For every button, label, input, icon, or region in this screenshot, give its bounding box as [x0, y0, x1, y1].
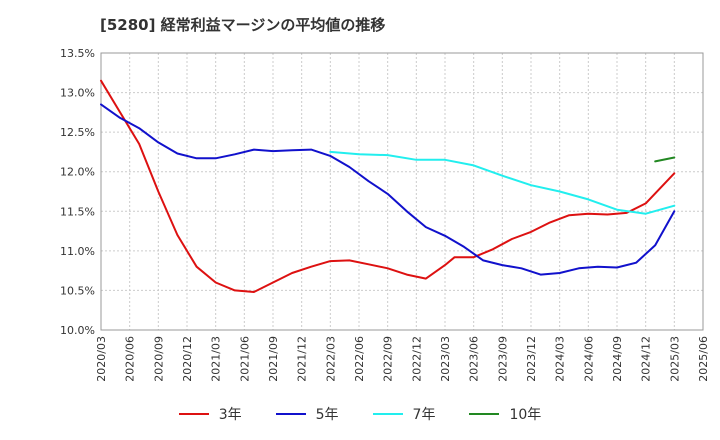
x-tick-label: 2021/03	[210, 336, 223, 382]
x-tick-label: 2024/09	[611, 336, 624, 382]
x-tick-label: 2021/06	[238, 336, 251, 382]
legend-swatch	[372, 413, 403, 415]
legend-item: 3年	[178, 404, 242, 424]
x-tick-label: 2022/06	[353, 336, 366, 382]
x-tick-label: 2020/03	[95, 336, 108, 382]
y-tick-label: 13.5%	[60, 47, 95, 60]
x-tick-label: 2020/09	[152, 336, 165, 382]
legend-label: 5年	[315, 407, 339, 423]
legend-item: 10年	[469, 404, 541, 424]
y-tick-label: 12.5%	[60, 126, 95, 139]
legend-label: 3年	[218, 407, 242, 423]
legend-swatch	[469, 413, 500, 415]
chart-title: [5280] 経常利益マージンの平均値の推移	[100, 16, 386, 34]
y-tick-label: 10.0%	[60, 324, 95, 337]
x-tick-label: 2020/06	[124, 336, 137, 382]
x-tick-label: 2021/09	[267, 336, 280, 382]
legend-item: 7年	[372, 404, 436, 424]
x-tick-label: 2025/03	[668, 336, 681, 382]
x-tick-label: 2022/03	[324, 336, 337, 382]
x-tick-label: 2023/03	[439, 336, 452, 382]
legend-item: 5年	[275, 404, 339, 424]
series-line-3年	[100, 79, 676, 293]
x-tick-label: 2021/12	[296, 336, 309, 382]
x-tick-label: 2023/09	[496, 336, 509, 382]
x-tick-label: 2020/12	[181, 336, 194, 382]
x-tick-label: 2024/06	[582, 336, 595, 382]
y-tick-label: 13.0%	[60, 87, 95, 100]
y-tick-label: 10.5%	[60, 284, 95, 297]
x-tick-label: 2024/12	[640, 336, 653, 382]
plot-frame	[100, 52, 704, 331]
x-tick-label: 2022/12	[410, 336, 423, 382]
legend-swatch	[178, 413, 209, 415]
x-tick-label: 2024/03	[554, 336, 567, 382]
y-tick-label: 12.0%	[60, 166, 95, 179]
legend: 3年 5年 7年 10年	[0, 404, 720, 424]
series-line-10年	[654, 156, 676, 163]
series-line-5年	[100, 103, 676, 276]
x-tick-label: 2025/06	[697, 336, 710, 382]
series-line-7年	[329, 150, 676, 215]
legend-swatch	[275, 413, 306, 415]
y-tick-label: 11.0%	[60, 245, 95, 258]
x-tick-label: 2023/06	[468, 336, 481, 382]
x-tick-label: 2023/12	[525, 336, 538, 382]
legend-label: 7年	[412, 407, 436, 423]
y-tick-label: 11.5%	[60, 205, 95, 218]
x-tick-label: 2022/09	[382, 336, 395, 382]
legend-label: 10年	[509, 407, 542, 423]
